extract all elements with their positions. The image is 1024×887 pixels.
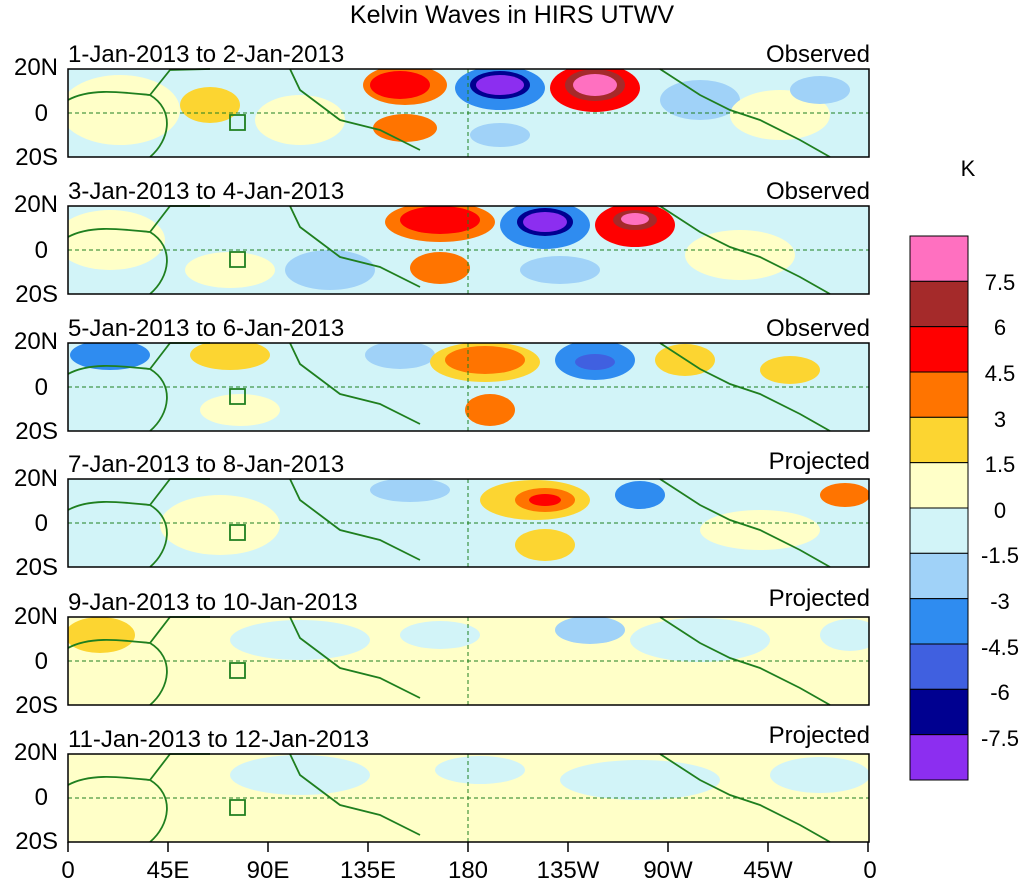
lon-tick-90w: 90W [643, 857, 693, 884]
cb-tick-neg7-5: -7.5 [981, 726, 1019, 751]
cb-tick-4-5: 4.5 [984, 361, 1016, 386]
colorbar-swatch [909, 643, 969, 690]
cb-tick-neg6: -6 [990, 680, 1010, 705]
cb-tick-neg3: -3 [990, 589, 1010, 614]
panel-1-status: Observed [765, 41, 870, 68]
panel-3-period: 5-Jan-2013 to 6-Jan-2013 [68, 315, 345, 342]
cb-tick-6: 6 [993, 315, 1007, 340]
lat-0: 0 [34, 374, 48, 401]
lat-20s: 20S [15, 418, 58, 445]
lat-0: 0 [34, 784, 48, 811]
colorbar-unit: K [960, 156, 976, 181]
colorbar-swatch [909, 280, 969, 328]
colorbar-swatch [909, 598, 969, 645]
panel-5-period: 9-Jan-2013 to 10-Jan-2013 [68, 589, 358, 616]
panel-2-status: Observed [765, 178, 870, 205]
panel-5-status: Projected [768, 585, 870, 612]
lat-20n: 20N [13, 328, 58, 355]
colorbar-swatch [909, 235, 969, 282]
reference-lines [68, 69, 869, 842]
lat-20n: 20N [13, 191, 58, 218]
lon-tick-45e: 45E [146, 857, 190, 884]
lat-20n: 20N [13, 739, 58, 766]
lat-20s: 20S [15, 692, 58, 719]
cb-tick-7-5: 7.5 [984, 270, 1016, 295]
colorbar-swatch [909, 552, 969, 600]
lat-0: 0 [34, 648, 48, 675]
cb-tick-1-5: 1.5 [984, 452, 1016, 477]
lon-tick-90e: 90E [246, 857, 290, 884]
lat-0: 0 [34, 237, 48, 264]
panel-1-map [68, 69, 869, 157]
panel-4-period: 7-Jan-2013 to 8-Jan-2013 [68, 451, 345, 478]
lat-20s: 20S [15, 828, 58, 855]
lat-20n: 20N [13, 54, 58, 81]
colorbar [909, 235, 969, 781]
lat-20n: 20N [13, 603, 58, 630]
lat-20s: 20S [15, 281, 58, 308]
colorbar-swatch [909, 688, 969, 736]
panel-6-status: Projected [768, 722, 870, 749]
lat-0: 0 [34, 100, 48, 127]
panel-1-period: 1-Jan-2013 to 2-Jan-2013 [68, 41, 345, 68]
cb-tick-neg4-5: -4.5 [981, 635, 1019, 660]
cb-tick-neg1-5: -1.5 [981, 543, 1019, 568]
colorbar-swatch [909, 734, 969, 781]
lat-20s: 20S [15, 554, 58, 581]
lon-tick-135w: 135W [536, 857, 600, 884]
lon-tick-0: 0 [61, 857, 75, 884]
cb-tick-0: 0 [993, 498, 1007, 523]
panel-3-status: Observed [765, 315, 870, 342]
colorbar-swatch [909, 462, 969, 509]
panel-6-period: 11-Jan-2013 to 12-Jan-2013 [68, 726, 370, 753]
lat-20n: 20N [13, 465, 58, 492]
lon-tick-180: 180 [447, 857, 489, 884]
panel-2-period: 3-Jan-2013 to 4-Jan-2013 [68, 178, 345, 205]
continent-outlines [67, 68, 831, 843]
panel-frames [67, 68, 870, 843]
lon-tick-45w: 45W [743, 857, 793, 884]
colorbar-swatch [909, 326, 969, 373]
lon-tick-135e: 135E [339, 857, 397, 884]
colorbar-swatch [909, 416, 969, 464]
colorbar-swatch [909, 371, 969, 418]
lon-tick-360: 0 [863, 857, 877, 884]
cb-tick-3: 3 [993, 407, 1007, 432]
colorbar-swatch [909, 507, 969, 554]
chart-title: Kelvin Waves in HIRS UTWV [349, 1, 675, 29]
lat-0: 0 [34, 510, 48, 537]
lat-20s: 20S [15, 144, 58, 171]
panel-4-status: Projected [768, 448, 870, 475]
x-ticks [67, 842, 869, 852]
panel-2-map [68, 206, 869, 294]
